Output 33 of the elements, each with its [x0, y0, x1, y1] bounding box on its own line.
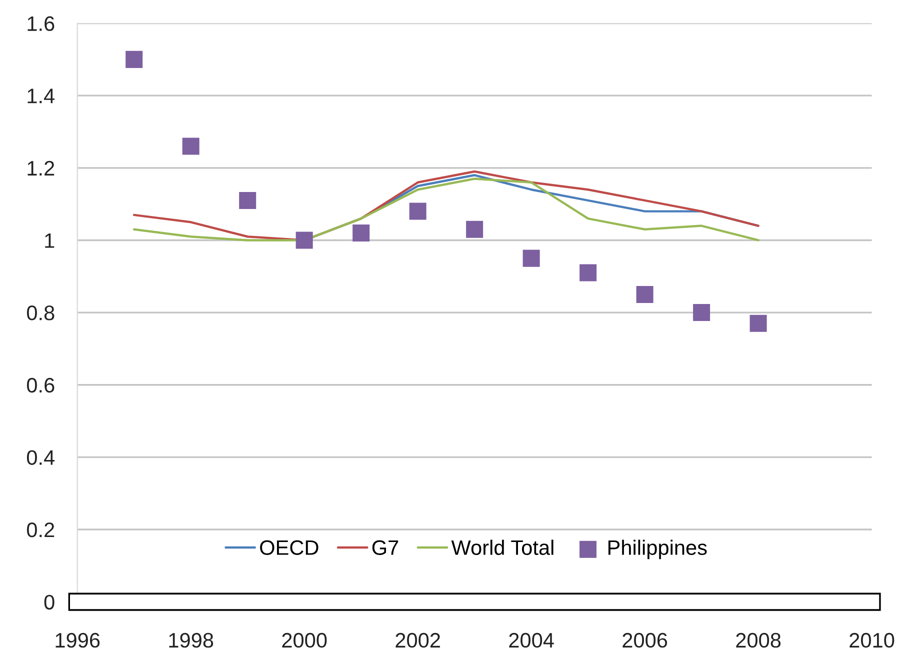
legend-label: OECD	[260, 540, 318, 556]
y-tick-label: 1.2	[28, 160, 54, 176]
point	[750, 314, 767, 332]
point	[522, 250, 540, 267]
y-tick-label: 1.4	[28, 88, 55, 104]
y-tick-label: 0.4	[26, 450, 55, 465]
point	[126, 50, 143, 68]
point	[466, 220, 484, 238]
y-tick-label: 1.6	[28, 16, 54, 32]
point	[636, 286, 654, 303]
x-tick-label: 2004	[509, 632, 554, 648]
point	[296, 232, 313, 249]
x-tick-label: 2000	[282, 632, 327, 648]
x-tick-label: 2002	[396, 632, 440, 648]
point	[693, 304, 710, 322]
point	[409, 202, 426, 220]
y-tick-label: 0.8	[26, 306, 54, 320]
point	[239, 192, 256, 209]
x-tick-label: 2008	[736, 632, 781, 648]
point	[182, 138, 200, 155]
y-tick-label: 0	[44, 594, 54, 610]
x-tick-label: 2006	[622, 632, 668, 648]
legend-label: G7	[372, 540, 398, 556]
y-tick-label: 0.2	[26, 522, 54, 538]
legend-label: Philippines	[608, 540, 707, 560]
x-tick-label: 1996	[56, 632, 100, 648]
point	[352, 224, 370, 242]
y-tick-label: 0.6	[26, 378, 54, 393]
y-tick-label: 1	[45, 233, 54, 248]
legend-label: World Total	[451, 540, 554, 556]
x-tick-label: 1998	[169, 632, 214, 648]
point	[580, 264, 597, 282]
x-tick-label: 2010	[850, 632, 894, 648]
